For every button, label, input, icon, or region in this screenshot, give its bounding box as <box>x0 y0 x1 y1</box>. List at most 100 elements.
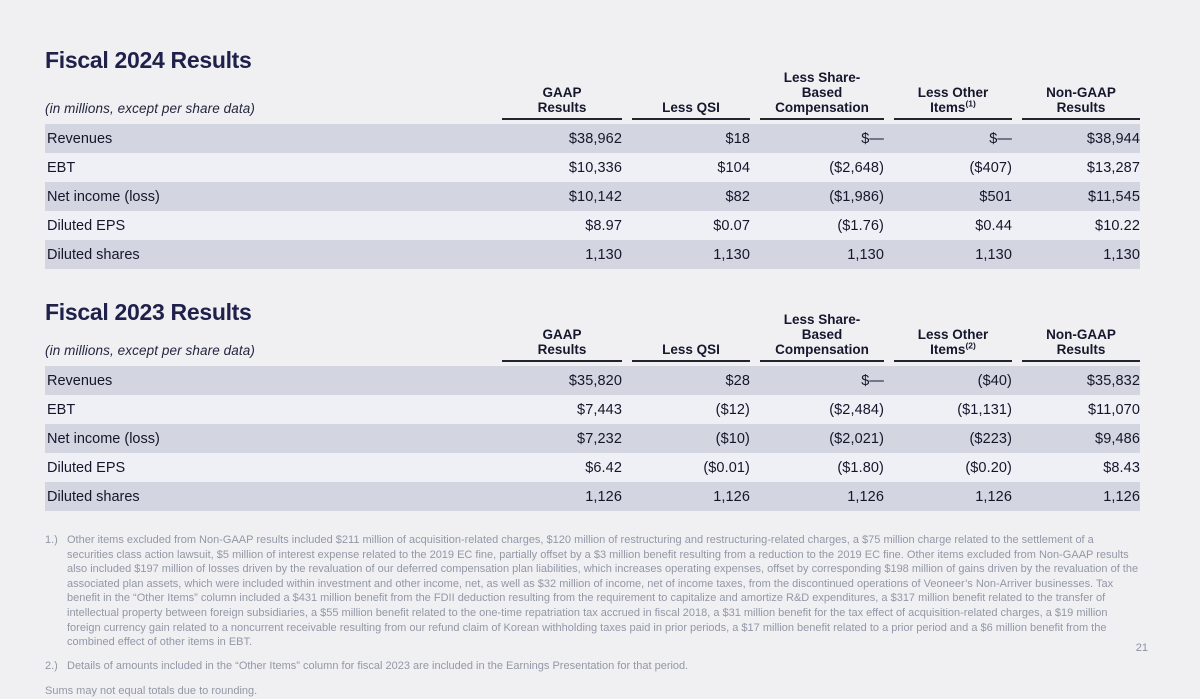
cell-qsi: 1,126 <box>713 488 750 505</box>
cell-gaap: $7,443 <box>577 401 622 418</box>
footnote-2: 2.) Details of amounts included in the “… <box>45 659 1140 674</box>
row-label: Revenues <box>47 372 113 389</box>
table-row-diluted-shares-2024: Diluted shares 1,130 1,130 1,130 1,130 1… <box>45 240 1140 269</box>
table-row-net-income-2023: Net income (loss) $7,232 ($10) ($2,021) … <box>45 424 1140 453</box>
section-title-2023: Fiscal 2023 Results <box>45 299 252 325</box>
cell-gaap: $6.42 <box>585 459 622 476</box>
table-header-row-2023: Fiscal 2023 Results (in millions, except… <box>45 300 1140 362</box>
cell-qsi: $18 <box>725 130 750 147</box>
fiscal-2023-section: Fiscal 2023 Results (in millions, except… <box>45 300 1140 511</box>
cell-qsi: $104 <box>717 159 750 176</box>
cell-non-gaap: 1,126 <box>1103 488 1140 505</box>
cell-sbc: 1,130 <box>847 246 884 263</box>
cell-gaap: $8.97 <box>585 217 622 234</box>
cell-sbc: ($1,986) <box>829 188 884 205</box>
cell-gaap: $10,142 <box>568 188 622 205</box>
col-header-non-gaap-results: Non-GAAP Results <box>1022 85 1140 120</box>
cell-sbc: $— <box>861 130 884 147</box>
table-title-block-2024: Fiscal 2024 Results (in millions, except… <box>45 48 492 120</box>
col-header-less-other-items: Less Other Items(1) <box>894 85 1012 120</box>
fiscal-2024-section: Fiscal 2024 Results (in millions, except… <box>45 48 1140 269</box>
page-number: 21 <box>1135 642 1148 654</box>
cell-other: $— <box>989 130 1012 147</box>
col-header-less-other-items-line1: Less Other <box>917 85 989 100</box>
col-header-non-gaap-results: Non-GAAP Results <box>1022 327 1140 362</box>
cell-qsi: ($12) <box>715 401 750 418</box>
table-row-net-income-2024: Net income (loss) $10,142 $82 ($1,986) $… <box>45 182 1140 211</box>
row-label: Net income (loss) <box>47 188 160 205</box>
cell-other: 1,130 <box>975 246 1012 263</box>
col-header-less-other-items: Less Other Items(2) <box>894 327 1012 362</box>
cell-other: ($223) <box>969 430 1012 447</box>
table-row-ebt-2023: EBT $7,443 ($12) ($2,484) ($1,131) $11,0… <box>45 395 1140 424</box>
cell-sbc: ($2,648) <box>829 159 884 176</box>
col-header-less-qsi: Less QSI <box>632 100 750 120</box>
cell-non-gaap: $38,944 <box>1086 130 1140 147</box>
cell-non-gaap: $10.22 <box>1095 217 1140 234</box>
cell-non-gaap: 1,130 <box>1103 246 1140 263</box>
cell-qsi: 1,130 <box>713 246 750 263</box>
footnotes: 1.) Other items excluded from Non-GAAP r… <box>45 533 1140 699</box>
cell-gaap: $10,336 <box>568 159 622 176</box>
row-label: Diluted shares <box>47 246 140 263</box>
col-header-less-other-items-line1: Less Other <box>917 327 989 342</box>
col-header-less-share-based-comp: Less Share- Based Compensation <box>760 312 884 362</box>
col-header-gaap-results: GAAP Results <box>502 327 622 362</box>
row-label: EBT <box>47 401 76 418</box>
units-note-2024: (in millions, except per share data) <box>45 101 255 116</box>
footnote-1-text: Other items excluded from Non-GAAP resul… <box>67 534 1139 649</box>
table-header-row-2024: Fiscal 2024 Results (in millions, except… <box>45 48 1140 120</box>
footnote-ref-2: (2) <box>965 340 976 351</box>
units-note-2023: (in millions, except per share data) <box>45 343 255 358</box>
table-row-diluted-eps-2024: Diluted EPS $8.97 $0.07 ($1.76) $0.44 $1… <box>45 211 1140 240</box>
cell-qsi: $82 <box>725 188 750 205</box>
cell-qsi: $28 <box>725 372 750 389</box>
footnote-1-marker: 1.) <box>45 534 58 546</box>
col-header-less-other-items-line2: Items(2) <box>930 340 976 357</box>
row-label: EBT <box>47 159 76 176</box>
table-row-ebt-2024: EBT $10,336 $104 ($2,648) ($407) $13,287 <box>45 153 1140 182</box>
cell-sbc: ($1.76) <box>837 217 884 234</box>
row-label: Revenues <box>47 130 113 147</box>
cell-sbc: ($2,021) <box>829 430 884 447</box>
cell-sbc: 1,126 <box>847 488 884 505</box>
cell-qsi: ($10) <box>715 430 750 447</box>
footnote-ref-1: (1) <box>965 98 976 109</box>
cell-other: 1,126 <box>975 488 1012 505</box>
cell-gaap: 1,130 <box>585 246 622 263</box>
cell-qsi: ($0.01) <box>703 459 750 476</box>
table-row-diluted-eps-2023: Diluted EPS $6.42 ($0.01) ($1.80) ($0.20… <box>45 453 1140 482</box>
cell-non-gaap: $11,070 <box>1087 401 1140 418</box>
cell-non-gaap: $9,486 <box>1095 430 1140 447</box>
footnote-2-text: Details of amounts included in the “Othe… <box>67 659 689 672</box>
cell-non-gaap: $13,287 <box>1086 159 1140 176</box>
table-row-revenues-2023: Revenues $35,820 $28 $— ($40) $35,832 <box>45 366 1140 395</box>
row-label: Diluted shares <box>47 488 140 505</box>
row-label: Diluted EPS <box>47 459 126 476</box>
col-header-less-other-items-line2: Items(1) <box>930 98 976 115</box>
cell-other: $0.44 <box>975 217 1012 234</box>
col-header-less-qsi: Less QSI <box>632 342 750 362</box>
footnote-2-marker: 2.) <box>45 659 58 672</box>
cell-other: ($40) <box>977 372 1012 389</box>
cell-gaap: $38,962 <box>568 130 622 147</box>
slide: Fiscal 2024 Results (in millions, except… <box>45 48 1140 697</box>
row-label: Net income (loss) <box>47 430 160 447</box>
cell-gaap: $7,232 <box>577 430 622 447</box>
cell-sbc: ($1.80) <box>837 459 884 476</box>
cell-other: ($1,131) <box>957 401 1012 418</box>
col-header-less-share-based-comp: Less Share- Based Compensation <box>760 70 884 120</box>
cell-non-gaap: $11,545 <box>1087 188 1140 205</box>
cell-gaap: 1,126 <box>585 488 622 505</box>
cell-other: ($407) <box>969 159 1012 176</box>
cell-sbc: $— <box>861 372 884 389</box>
col-header-gaap-results: GAAP Results <box>502 85 622 120</box>
table-row-diluted-shares-2023: Diluted shares 1,126 1,126 1,126 1,126 1… <box>45 482 1140 511</box>
footnote-1: 1.) Other items excluded from Non-GAAP r… <box>45 533 1140 650</box>
row-label: Diluted EPS <box>47 217 126 234</box>
cell-other: $501 <box>979 188 1012 205</box>
table-title-block-2023: Fiscal 2023 Results (in millions, except… <box>45 300 492 362</box>
cell-gaap: $35,820 <box>568 372 622 389</box>
cell-qsi: $0.07 <box>713 217 750 234</box>
cell-sbc: ($2,484) <box>829 401 884 418</box>
